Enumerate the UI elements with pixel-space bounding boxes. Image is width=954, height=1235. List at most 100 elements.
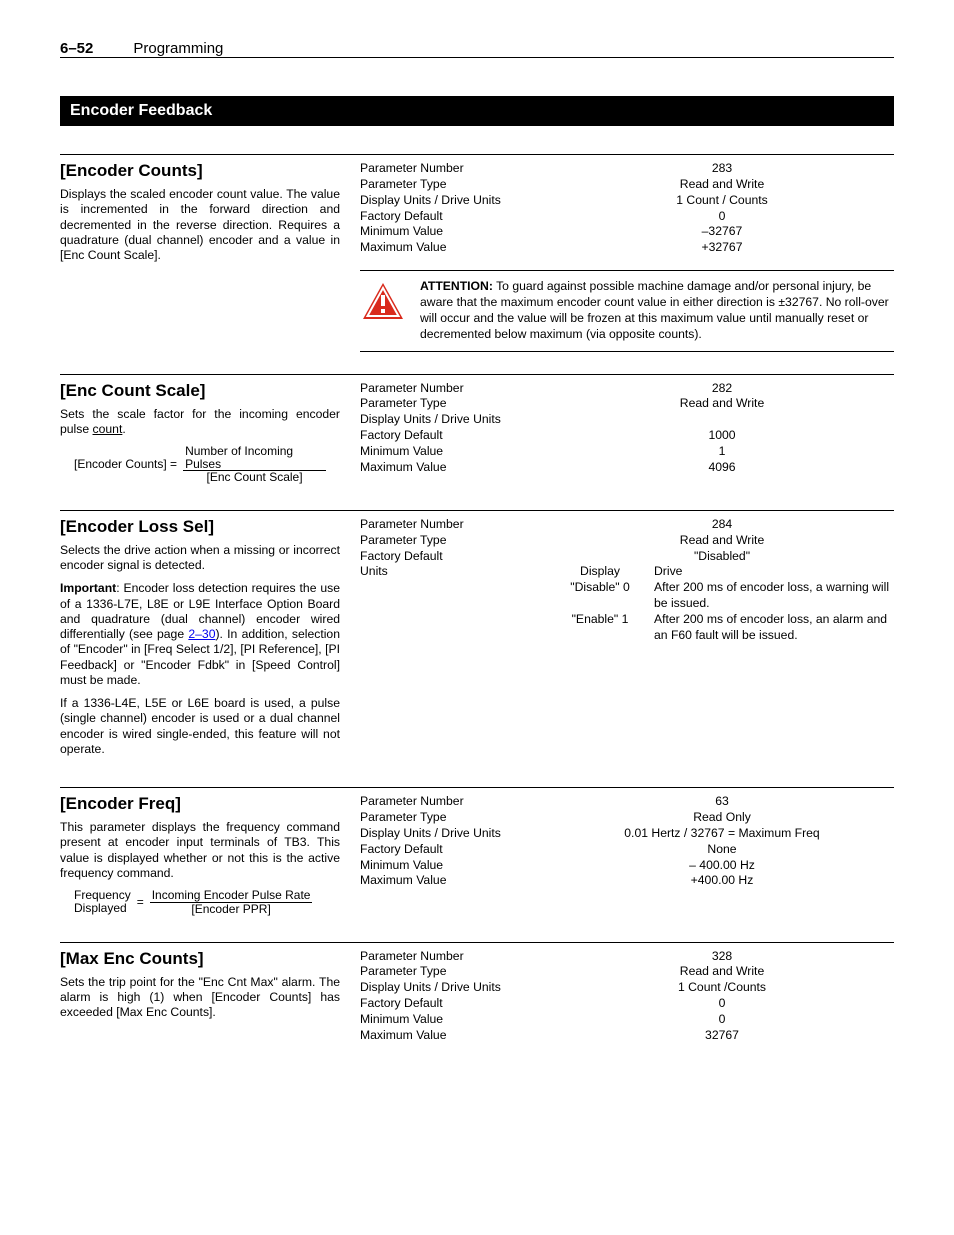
- value-factory-default: "Disabled": [550, 549, 894, 565]
- label-factory-default: Factory Default: [360, 842, 550, 858]
- param-values: Parameter Number 284 Parameter Type Read…: [360, 517, 894, 565]
- units-display-head: Display: [550, 564, 650, 580]
- param-description: Sets the trip point for the "Enc Cnt Max…: [60, 975, 340, 1021]
- label-param-number: Parameter Number: [360, 794, 550, 810]
- param-title: [Encoder Freq]: [60, 794, 340, 814]
- label-min-value: Minimum Value: [360, 444, 550, 460]
- attention-text: ATTENTION: To guard against possible mac…: [420, 279, 894, 342]
- label-param-type: Parameter Type: [360, 396, 550, 412]
- param-encoder-freq: [Encoder Freq] This parameter displays t…: [60, 787, 894, 919]
- formula-denominator: [Encoder PPR]: [189, 903, 272, 916]
- value-min-value: – 400.00 Hz: [550, 858, 894, 874]
- value-param-number: 328: [550, 949, 894, 965]
- param-encoder-loss-sel: [Encoder Loss Sel] Selects the drive act…: [60, 510, 894, 765]
- formula-lhs: [Encoder Counts] =: [74, 457, 177, 471]
- value-param-type: Read Only: [550, 810, 894, 826]
- param-title: [Encoder Loss Sel]: [60, 517, 340, 537]
- formula: Frequency Displayed = Incoming Encoder P…: [74, 889, 326, 915]
- param-max-enc-counts: [Max Enc Counts] Sets the trip point for…: [60, 942, 894, 1044]
- param-values: Parameter Number 63 Parameter Type Read …: [360, 794, 894, 889]
- label-max-value: Maximum Value: [360, 460, 550, 476]
- label-display-units: Display Units / Drive Units: [360, 980, 550, 996]
- label-param-number: Parameter Number: [360, 161, 550, 177]
- units-grid: Units Display Drive "Disable" 0 After 20…: [360, 564, 894, 643]
- important-label: Important: [60, 581, 116, 595]
- value-param-type: Read and Write: [550, 396, 894, 412]
- formula: [Encoder Counts] = Number of Incoming Pu…: [74, 445, 326, 484]
- value-param-type: Read and Write: [550, 533, 894, 549]
- label-factory-default: Factory Default: [360, 209, 550, 225]
- param-description: Displays the scaled encoder count value.…: [60, 187, 340, 263]
- section-heading: Encoder Feedback: [60, 96, 894, 126]
- formula-numerator: Number of Incoming Pulses: [183, 445, 326, 471]
- param-title: [Encoder Counts]: [60, 161, 340, 181]
- param-values: Parameter Number 328 Parameter Type Read…: [360, 949, 894, 1044]
- value-max-value: 32767: [550, 1028, 894, 1044]
- value-factory-default: 1000: [550, 428, 894, 444]
- value-max-value: +32767: [550, 240, 894, 256]
- value-min-value: 0: [550, 1012, 894, 1028]
- formula-numerator: Incoming Encoder Pulse Rate: [150, 889, 313, 903]
- value-param-number: 284: [550, 517, 894, 533]
- formula-lhs2: Displayed: [74, 902, 131, 915]
- value-min-value: –32767: [550, 224, 894, 240]
- label-param-type: Parameter Type: [360, 533, 550, 549]
- formula-lhs: Frequency Displayed: [74, 889, 131, 915]
- page-header: 6–52 Programming: [60, 40, 894, 58]
- desc-underlined: count: [93, 422, 123, 436]
- value-display-units: 0.01 Hertz / 32767 = Maximum Freq: [550, 826, 894, 842]
- param-description-3: If a 1336-L4E, L5E or L6E board is used,…: [60, 696, 340, 757]
- value-max-value: 4096: [550, 460, 894, 476]
- value-max-value: +400.00 Hz: [550, 873, 894, 889]
- value-factory-default: 0: [550, 209, 894, 225]
- option-enable: "Enable" 1: [550, 612, 650, 644]
- formula-fraction: Number of Incoming Pulses [Enc Count Sca…: [183, 445, 326, 484]
- page-number: 6–52: [60, 40, 133, 57]
- units-drive-head: Drive: [650, 564, 894, 580]
- value-min-value: 1: [550, 444, 894, 460]
- param-values: Parameter Number 283 Parameter Type Read…: [360, 161, 894, 256]
- label-units: Units: [360, 564, 550, 580]
- label-max-value: Maximum Value: [360, 240, 550, 256]
- label-param-type: Parameter Type: [360, 810, 550, 826]
- value-factory-default: 0: [550, 996, 894, 1012]
- formula-fraction: Incoming Encoder Pulse Rate [Encoder PPR…: [150, 889, 313, 915]
- value-param-number: 282: [550, 381, 894, 397]
- param-description-2: Important: Encoder loss detection requir…: [60, 581, 340, 688]
- label-min-value: Minimum Value: [360, 224, 550, 240]
- label-factory-default: Factory Default: [360, 996, 550, 1012]
- option-disable: "Disable" 0: [550, 580, 650, 612]
- attention-label: ATTENTION:: [420, 279, 493, 293]
- param-encoder-counts: [Encoder Counts] Displays the scaled enc…: [60, 154, 894, 352]
- attention-box: ATTENTION: To guard against possible mac…: [360, 270, 894, 351]
- desc-suffix: .: [122, 422, 125, 436]
- page: 6–52 Programming Encoder Feedback [Encod…: [0, 0, 954, 1106]
- value-factory-default: None: [550, 842, 894, 858]
- label-min-value: Minimum Value: [360, 858, 550, 874]
- param-description: Sets the scale factor for the incoming e…: [60, 407, 340, 438]
- equals: =: [137, 895, 144, 909]
- param-title: [Max Enc Counts]: [60, 949, 340, 969]
- value-param-type: Read and Write: [550, 964, 894, 980]
- param-description-1: Selects the drive action when a missing …: [60, 543, 340, 574]
- value-display-units: 1 Count /Counts: [550, 980, 894, 996]
- label-display-units: Display Units / Drive Units: [360, 412, 550, 428]
- label-max-value: Maximum Value: [360, 1028, 550, 1044]
- value-param-number: 63: [550, 794, 894, 810]
- formula-denominator: [Enc Count Scale]: [205, 471, 305, 484]
- header-title: Programming: [133, 40, 223, 57]
- label-display-units: Display Units / Drive Units: [360, 193, 550, 209]
- param-enc-count-scale: [Enc Count Scale] Sets the scale factor …: [60, 374, 894, 488]
- label-param-type: Parameter Type: [360, 177, 550, 193]
- label-param-number: Parameter Number: [360, 381, 550, 397]
- value-display-units: [550, 412, 894, 428]
- param-title: [Enc Count Scale]: [60, 381, 340, 401]
- warning-icon: [360, 279, 406, 342]
- value-param-type: Read and Write: [550, 177, 894, 193]
- label-param-number: Parameter Number: [360, 517, 550, 533]
- value-param-number: 283: [550, 161, 894, 177]
- label-factory-default: Factory Default: [360, 549, 550, 565]
- param-values: Parameter Number 282 Parameter Type Read…: [360, 381, 894, 476]
- page-link[interactable]: 2–30: [188, 627, 215, 641]
- option-enable-drive: After 200 ms of encoder loss, an alarm a…: [650, 612, 894, 644]
